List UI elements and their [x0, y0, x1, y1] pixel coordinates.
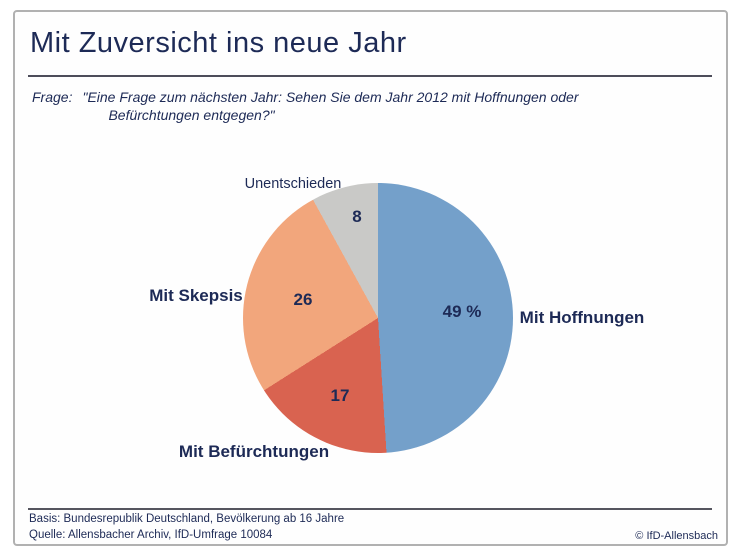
- footer-basis: Basis: Bundesrepublik Deutschland, Bevöl…: [29, 513, 345, 525]
- footer-source: Quelle: Allensbacher Archiv, IfD-Umfrage…: [29, 529, 273, 541]
- pie-value-unentschieden: 8: [352, 207, 362, 226]
- pie-label-befuerchtungen: Mit Befürchtungen: [178, 442, 330, 461]
- question-prefix: Frage:: [32, 89, 73, 105]
- question-line-1: "Eine Frage zum nächsten Jahr: Sehen Sie…: [82, 89, 579, 105]
- question-line-2: Befürchtungen entgegen?": [108, 107, 275, 123]
- survey-question: Frage: "Eine Frage zum nächsten Jahr: Se…: [32, 88, 682, 124]
- pie-label-skepsis: Mit Skepsis: [149, 286, 243, 305]
- pie-label-unentschieden: Unentschieden: [244, 176, 342, 192]
- title-divider: [28, 75, 712, 77]
- pie-label-hoffnungen: Mit Hoffnungen: [519, 308, 645, 327]
- pie-chart: [243, 183, 513, 453]
- question-text: "Eine Frage zum nächsten Jahr: Sehen Sie…: [82, 88, 578, 124]
- pie-value-skepsis: 26: [293, 290, 313, 309]
- pie-value-befuerchtungen: 17: [330, 386, 350, 405]
- pie-value-hoffnungen: 49 %: [442, 302, 482, 321]
- footer-copyright: © IfD-Allensbach: [635, 530, 718, 542]
- page-title: Mit Zuversicht ins neue Jahr: [30, 27, 407, 59]
- footer-divider: [28, 508, 712, 510]
